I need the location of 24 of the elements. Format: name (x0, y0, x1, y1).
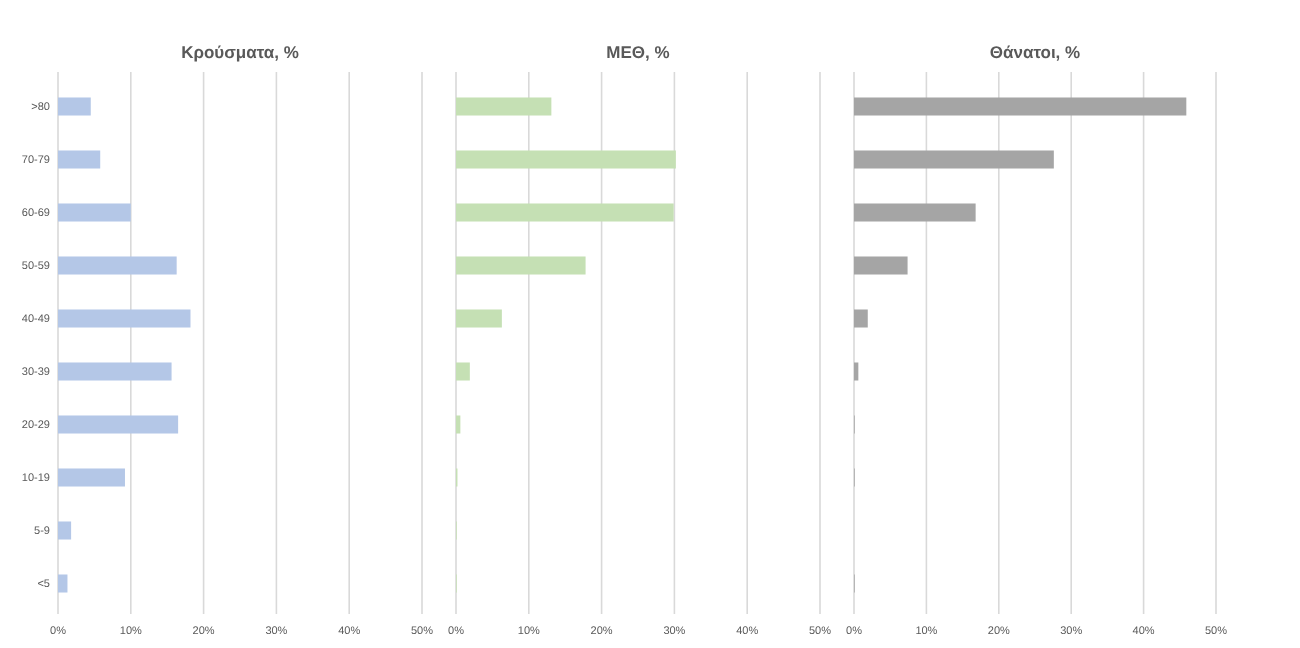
bar (58, 468, 125, 487)
chart-title: Κρούσματα, % (181, 42, 300, 62)
bar (58, 97, 91, 116)
bar (854, 150, 1054, 169)
bar (456, 309, 502, 328)
bar (58, 309, 191, 328)
chart-title: Θάνατοι, % (989, 42, 1082, 62)
bar (58, 150, 101, 169)
bar (456, 203, 674, 222)
bar (58, 256, 177, 275)
bar (456, 362, 470, 381)
bar (854, 97, 1187, 116)
bar (58, 574, 68, 593)
bar (58, 203, 131, 222)
bar (456, 97, 552, 116)
chart-title: ΜΕΘ, % (606, 42, 671, 62)
bar (854, 309, 868, 328)
bar (854, 203, 976, 222)
bar (58, 362, 172, 381)
bar (456, 150, 676, 169)
bar (58, 415, 179, 434)
bar (854, 256, 908, 275)
bar (456, 256, 586, 275)
bar (58, 521, 72, 540)
